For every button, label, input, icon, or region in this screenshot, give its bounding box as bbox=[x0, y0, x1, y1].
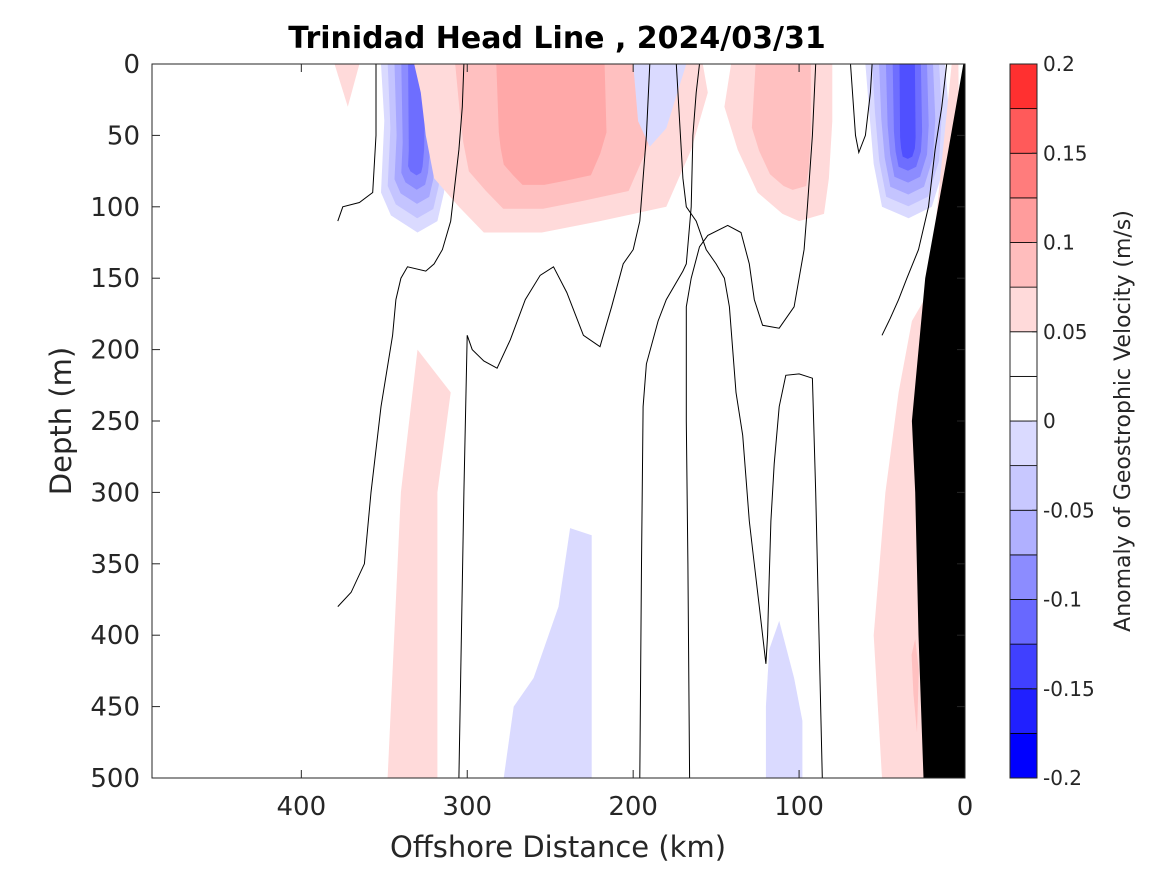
x-tick-label: 300 bbox=[442, 792, 492, 822]
colorbar-tick-label: -0.1 bbox=[1043, 588, 1082, 612]
zero-contour-3 bbox=[639, 64, 700, 778]
colorbar-band bbox=[1009, 152, 1038, 199]
colorbar-band bbox=[1009, 599, 1038, 645]
x-axis-title: Offshore Distance (km) bbox=[390, 830, 726, 864]
colorbar-tick-label: 0.15 bbox=[1043, 141, 1088, 165]
colorbar-tick-label: -0.05 bbox=[1043, 498, 1095, 522]
seafloor-mask bbox=[911, 64, 965, 778]
y-tick-label: 150 bbox=[90, 264, 140, 294]
y-tick-label: 350 bbox=[90, 550, 140, 580]
y-tick-label: 100 bbox=[90, 193, 140, 223]
y-tick-label: 0 bbox=[123, 50, 140, 80]
x-axis-ticks: 400 300 200 100 0 bbox=[277, 64, 974, 822]
anomaly-band-pos-coastal-inner-1 bbox=[911, 639, 919, 733]
anomaly-band-pos-core-120-1 bbox=[751, 64, 811, 190]
zero-contour-lines bbox=[337, 64, 948, 778]
colorbar-band bbox=[1009, 554, 1038, 600]
anomaly-regions bbox=[334, 64, 965, 778]
anomaly-band-pos-core-240-2 bbox=[496, 64, 607, 185]
colorbar-tick-label: -0.2 bbox=[1043, 766, 1082, 790]
colorbar-tick-label: 0.2 bbox=[1043, 52, 1075, 76]
y-tick-label: 450 bbox=[90, 693, 140, 723]
anomaly-region-neg-deep-245 bbox=[503, 528, 592, 778]
y-tick-label: 500 bbox=[90, 764, 140, 794]
x-tick-label: 0 bbox=[957, 792, 974, 822]
chart-title: Trinidad Head Line , 2024/03/31 bbox=[288, 21, 825, 56]
colorbar-band bbox=[1009, 465, 1038, 511]
y-axis-ticks: 0 50 100 150 200 250 300 350 400 450 500 bbox=[90, 50, 965, 794]
colorbar-band bbox=[1009, 643, 1038, 690]
colorbar-band bbox=[1009, 732, 1038, 779]
colorbar-band bbox=[1009, 331, 1038, 377]
colorbar-tick-label: 0.05 bbox=[1043, 320, 1088, 344]
x-tick-label: 400 bbox=[277, 792, 327, 822]
colorbar-band bbox=[1009, 197, 1038, 243]
zero-contour-2 bbox=[458, 64, 651, 778]
colorbar-band bbox=[1009, 242, 1038, 288]
x-tick-label: 200 bbox=[608, 792, 658, 822]
colorbar-tick-label: 0.1 bbox=[1043, 231, 1075, 255]
zero-contour-4 bbox=[685, 64, 817, 778]
anomaly-region-pos-deep-335 bbox=[387, 349, 451, 778]
y-tick-label: 300 bbox=[90, 478, 140, 508]
colorbar-band bbox=[1009, 375, 1038, 422]
y-axis-title: Depth (m) bbox=[44, 347, 78, 495]
zero-contour-5 bbox=[675, 64, 823, 778]
y-tick-label: 200 bbox=[90, 336, 140, 366]
y-tick-label: 250 bbox=[90, 407, 140, 437]
colorbar-band bbox=[1009, 420, 1038, 467]
colorbar-band bbox=[1009, 108, 1038, 154]
colorbar-band bbox=[1009, 63, 1038, 110]
zero-contour-0 bbox=[337, 64, 377, 222]
x-tick-label: 100 bbox=[774, 792, 824, 822]
colorbar: -0.2 -0.15 -0.1 -0.05 0 0.05 0.1 0.15 0.2 bbox=[1009, 52, 1095, 790]
colorbar-tick-label: 0 bbox=[1043, 409, 1056, 433]
y-tick-label: 400 bbox=[90, 621, 140, 651]
colorbar-tick-label: -0.15 bbox=[1043, 677, 1095, 701]
y-tick-label: 50 bbox=[107, 121, 140, 151]
colorbar-band bbox=[1009, 286, 1038, 333]
zero-contour-6 bbox=[850, 64, 873, 155]
anomaly-region-neg-deep-110 bbox=[765, 620, 803, 778]
anomaly-band-neg-core-30-5 bbox=[899, 64, 916, 159]
colorbar-title: Anomaly of Geostrophic Velocity (m/s) bbox=[1111, 210, 1136, 632]
zero-contour-7 bbox=[881, 64, 948, 336]
bathymetry bbox=[911, 64, 965, 778]
zero-contour-1 bbox=[337, 64, 465, 607]
colorbar-band bbox=[1009, 688, 1038, 734]
colorbar-band bbox=[1009, 509, 1038, 556]
anomaly-region-pos-small-375 bbox=[334, 64, 360, 107]
